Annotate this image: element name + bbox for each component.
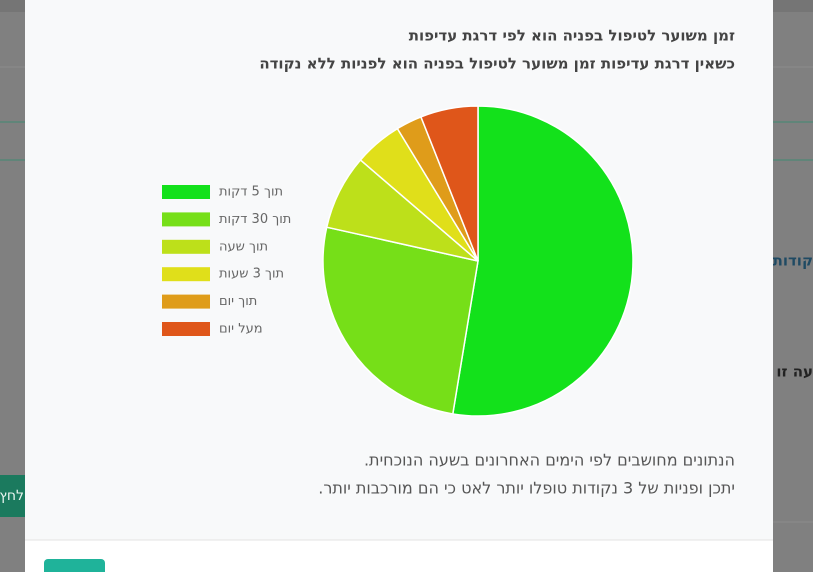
pie-slice — [419, 105, 479, 262]
annotation: יתכן ופניות של 3 נקודות טופלו יותר לאט כ… — [318, 479, 735, 498]
legend-swatch — [162, 267, 210, 282]
legend-swatch — [162, 239, 210, 254]
legend-swatch — [162, 185, 210, 199]
legend-swatch — [162, 212, 210, 227]
chart-title: זמן משוער לטיפול בפניה הוא לפי דרגת עדיפ… — [409, 27, 735, 45]
legend-swatch — [162, 322, 210, 336]
pie-slice — [322, 226, 479, 415]
legend-swatch — [162, 294, 210, 309]
legend-label: תוך 3 שעות — [219, 267, 284, 282]
bg-text: עה זו — [776, 363, 813, 381]
legend-label: מעל יום — [219, 322, 263, 337]
pie-slice — [451, 105, 634, 417]
bg-text: קודות — [773, 252, 813, 270]
legend-label: תוך יום — [219, 294, 257, 309]
annotation: הנתונים מחושבים לפי הימים האחרונים בשעה … — [364, 451, 735, 470]
legend-label: תוך שעה — [219, 239, 268, 254]
legend-label: תוך 30 דקות — [219, 212, 291, 227]
bg-button-label[interactable]: לחץ — [0, 488, 24, 504]
modal-footer — [25, 540, 773, 572]
footer-button[interactable] — [44, 559, 105, 572]
chart-subtitle: כשאין דרגת עדיפות זמן משוער לטיפול בפניה… — [259, 55, 735, 73]
legend-label: תוך 5 דקות — [219, 185, 283, 200]
